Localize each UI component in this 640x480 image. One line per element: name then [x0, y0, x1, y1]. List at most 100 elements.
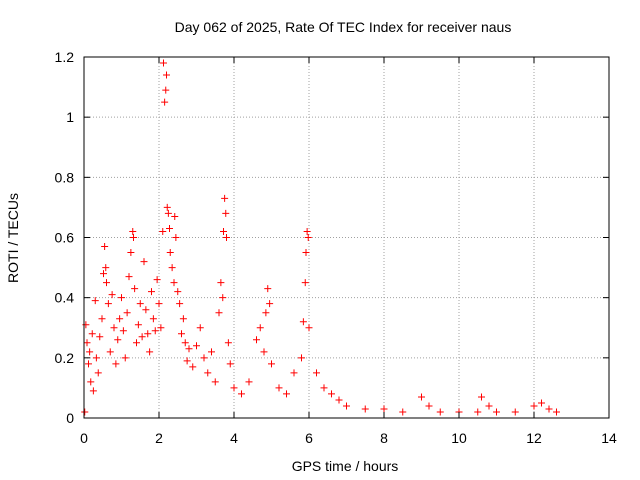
- data-point: [380, 405, 388, 413]
- data-point: [159, 227, 167, 235]
- data-point: [189, 363, 197, 371]
- data-point: [166, 249, 174, 257]
- data-point: [268, 360, 275, 368]
- data-point: [170, 279, 178, 287]
- data-point: [153, 276, 161, 284]
- data-point: [264, 285, 272, 293]
- data-point: [193, 342, 200, 350]
- data-point: [219, 294, 227, 302]
- data-point: [211, 378, 219, 386]
- data-point: [298, 354, 305, 362]
- data-point: [104, 300, 112, 308]
- data-point: [82, 321, 90, 329]
- data-point: [98, 315, 106, 323]
- data-point: [102, 264, 110, 272]
- data-point: [155, 300, 163, 308]
- y-tick-label: 0: [66, 410, 74, 426]
- data-point: [425, 402, 433, 410]
- data-point: [313, 369, 320, 377]
- data-point: [230, 384, 238, 392]
- data-point: [538, 399, 545, 407]
- data-point: [215, 309, 223, 317]
- data-point: [157, 324, 165, 332]
- data-point: [436, 408, 444, 416]
- data-point: [290, 369, 298, 377]
- x-tick-label: 0: [80, 430, 88, 446]
- data-point: [179, 315, 187, 323]
- data-point: [245, 378, 253, 386]
- data-point: [361, 405, 369, 413]
- data-point: [163, 203, 171, 211]
- data-point: [301, 279, 309, 287]
- data-point: [87, 378, 95, 386]
- x-tick-label: 14: [601, 430, 617, 446]
- data-point: [81, 408, 89, 416]
- y-tick-label: 0.2: [55, 350, 75, 366]
- data-point: [200, 354, 208, 362]
- data-point: [86, 348, 94, 356]
- data-point: [343, 402, 350, 410]
- y-tick-label: 1: [66, 109, 74, 125]
- data-point: [485, 402, 493, 410]
- x-tick-label: 10: [451, 430, 467, 446]
- data-point: [222, 209, 230, 217]
- data-point: [171, 212, 179, 220]
- data-point: [123, 309, 131, 317]
- data-point: [493, 408, 500, 416]
- data-point: [125, 273, 133, 281]
- data-point: [253, 336, 260, 344]
- chart-title: Day 062 of 2025, Rate Of TEC Index for r…: [175, 19, 512, 35]
- data-point: [185, 345, 193, 353]
- data-point: [256, 324, 264, 332]
- data-point: [151, 327, 159, 335]
- data-point: [146, 348, 154, 356]
- data-point: [91, 297, 99, 305]
- data-point: [85, 360, 92, 368]
- data-point: [160, 59, 167, 67]
- axis-ticks: 0 2 4 6 8 10 12 14 0 0.2 0.4 0.6 0.8 1 1.2: [55, 49, 617, 446]
- data-point: [181, 339, 189, 347]
- data-point: [266, 300, 274, 308]
- data-point: [328, 390, 335, 398]
- data-point: [196, 324, 204, 332]
- data-point: [100, 270, 107, 278]
- data-point: [119, 327, 127, 335]
- data-point: [149, 315, 157, 323]
- data-point: [224, 339, 232, 347]
- y-tick-label: 1.2: [55, 49, 75, 65]
- data-point: [418, 393, 425, 401]
- data-point: [162, 86, 170, 94]
- grid: [84, 57, 609, 418]
- y-tick-label: 0.6: [55, 230, 75, 246]
- x-tick-label: 4: [230, 430, 238, 446]
- data-point: [103, 279, 110, 287]
- data-point: [163, 71, 170, 79]
- y-tick-label: 0.8: [55, 169, 75, 185]
- data-point: [220, 227, 227, 235]
- data-point: [144, 330, 152, 338]
- data-point: [172, 234, 180, 241]
- data-point: [134, 321, 142, 329]
- data-point: [114, 336, 122, 344]
- data-point: [164, 209, 172, 217]
- data-point: [478, 393, 485, 401]
- data-point: [183, 357, 191, 365]
- data-points: [81, 59, 560, 416]
- data-point: [299, 318, 307, 326]
- data-point: [275, 384, 283, 392]
- data-point: [511, 408, 519, 416]
- data-point: [121, 354, 129, 362]
- data-point: [138, 333, 146, 341]
- data-point: [545, 405, 553, 413]
- data-point: [399, 408, 407, 416]
- data-point: [129, 227, 137, 235]
- data-point: [140, 258, 148, 266]
- data-point: [262, 309, 270, 317]
- data-point: [302, 249, 310, 257]
- x-tick-label: 2: [155, 430, 163, 446]
- data-point: [320, 384, 328, 392]
- data-point: [106, 348, 114, 356]
- data-point: [94, 369, 102, 377]
- data-point: [148, 288, 155, 296]
- data-point: [127, 249, 135, 257]
